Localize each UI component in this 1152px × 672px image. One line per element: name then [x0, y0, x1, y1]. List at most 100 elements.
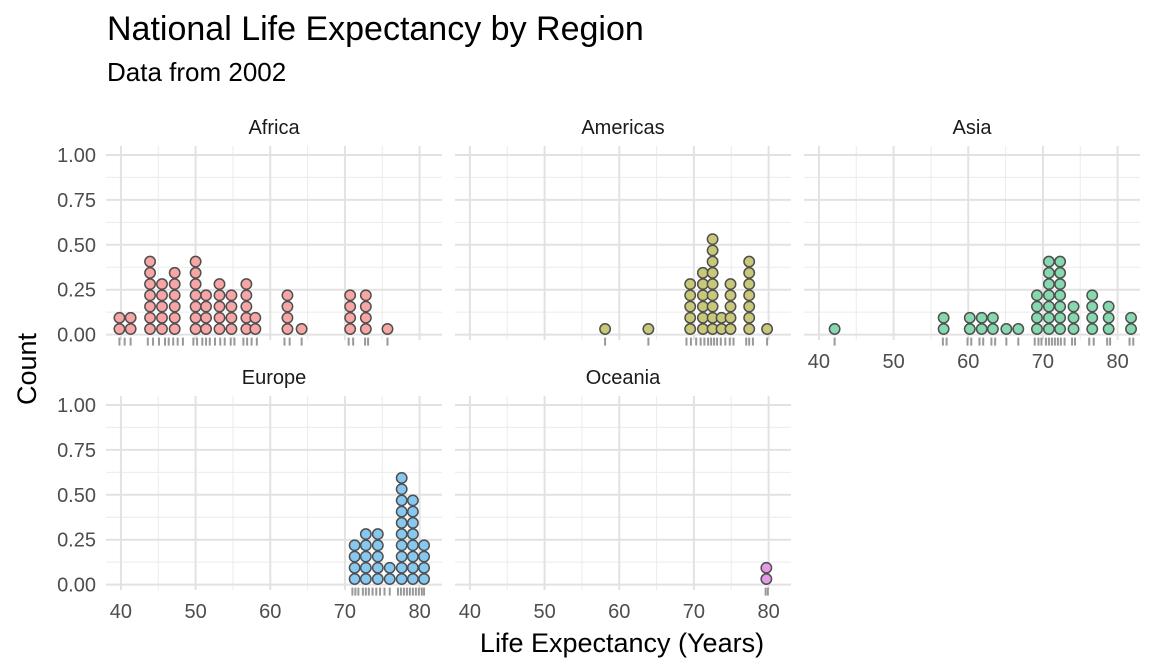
- data-point: [225, 311, 238, 324]
- data-point: [348, 573, 361, 585]
- data-point: [359, 300, 372, 313]
- data-point: [418, 539, 431, 552]
- data-point: [743, 289, 756, 302]
- data-point: [240, 278, 253, 291]
- data-point: [1125, 311, 1137, 324]
- data-point: [144, 255, 157, 268]
- y-tick-label: 0.75: [57, 190, 96, 212]
- data-point: [281, 300, 294, 313]
- data-point: [706, 233, 719, 246]
- data-point: [1054, 266, 1067, 279]
- data-point: [696, 311, 709, 324]
- facet-africa: Africa 0.00 0.25 0.50 0.75 1.00: [57, 117, 442, 347]
- data-point: [249, 323, 262, 335]
- chart-subtitle: Data from 2002: [107, 57, 286, 87]
- x-tick-label: 70: [334, 601, 356, 623]
- data-point: [225, 289, 238, 302]
- x-tick-label: 70: [1032, 351, 1054, 373]
- data-point: [371, 528, 384, 541]
- data-point: [359, 323, 372, 335]
- x-tick-label: 60: [608, 601, 630, 623]
- data-point: [1042, 266, 1055, 279]
- data-point: [395, 483, 408, 496]
- data-point: [696, 323, 709, 335]
- data-point: [189, 300, 202, 313]
- data-point: [344, 289, 357, 302]
- data-point: [359, 550, 372, 563]
- data-point: [743, 300, 756, 313]
- data-point: [1067, 323, 1080, 335]
- data-point: [1086, 289, 1099, 302]
- data-point: [156, 278, 168, 291]
- data-point: [963, 323, 976, 335]
- data-point: [706, 266, 719, 279]
- data-point: [975, 323, 988, 335]
- data-point: [168, 300, 181, 313]
- data-point: [144, 289, 157, 302]
- data-point: [1086, 311, 1099, 324]
- data-point: [395, 505, 408, 518]
- data-point: [295, 323, 308, 335]
- y-tick-label: 1.00: [57, 395, 96, 417]
- y-tick-label: 0.25: [57, 530, 96, 552]
- data-point: [359, 528, 372, 541]
- data-point: [418, 550, 431, 563]
- data-point: [684, 311, 697, 324]
- data-point: [168, 278, 181, 291]
- data-point: [1054, 278, 1067, 291]
- data-point: [113, 323, 126, 335]
- data-point: [168, 311, 181, 324]
- x-tick-label: 80: [757, 601, 779, 623]
- data-point: [724, 311, 737, 324]
- x-tick-label: 50: [533, 601, 555, 623]
- data-point: [706, 300, 719, 313]
- x-tick-label: 40: [808, 351, 830, 373]
- data-point: [124, 311, 137, 324]
- facet-europe: Europe 0.00 0.25 0.50 0.75 1.00 40 50 60 70 80: [57, 367, 442, 623]
- data-point: [249, 311, 262, 324]
- data-point: [395, 516, 408, 529]
- data-point: [144, 278, 157, 291]
- data-point: [1054, 300, 1067, 313]
- data-point: [371, 539, 384, 552]
- x-tick-label: 80: [1106, 351, 1128, 373]
- data-point: [113, 311, 126, 324]
- data-point: [395, 573, 408, 585]
- data-point: [724, 323, 737, 335]
- x-tick-label: 60: [957, 351, 979, 373]
- data-point: [144, 311, 157, 324]
- data-point: [359, 539, 372, 552]
- y-tick-label: 0.25: [57, 280, 96, 302]
- data-point: [1054, 311, 1067, 324]
- data-point: [168, 289, 181, 302]
- data-point: [144, 300, 157, 313]
- y-axis-label: Count: [12, 332, 42, 405]
- data-point: [168, 266, 181, 279]
- data-point: [371, 561, 384, 574]
- data-point: [760, 561, 773, 574]
- data-point: [1042, 289, 1055, 302]
- data-point: [156, 289, 168, 302]
- data-point: [406, 528, 419, 541]
- x-tick-label: 70: [683, 601, 705, 623]
- data-point: [344, 323, 357, 335]
- data-point: [418, 573, 431, 585]
- data-point: [1102, 323, 1115, 335]
- data-point: [937, 311, 950, 324]
- data-point: [724, 300, 737, 313]
- data-point: [383, 573, 396, 585]
- data-point: [200, 300, 213, 313]
- data-point: [381, 323, 394, 335]
- data-point: [213, 278, 226, 291]
- facet-oceania: Oceania 40 50 60 70 80: [455, 367, 791, 623]
- data-point: [706, 278, 719, 291]
- data-point: [406, 505, 419, 518]
- data-point: [684, 289, 697, 302]
- data-point: [418, 561, 431, 574]
- facet-label: Americas: [581, 117, 664, 139]
- y-tick-label: 0.00: [57, 575, 96, 597]
- y-tick-label: 0.00: [57, 325, 96, 347]
- data-point: [1042, 323, 1055, 335]
- data-point: [684, 300, 697, 313]
- data-point: [213, 300, 226, 313]
